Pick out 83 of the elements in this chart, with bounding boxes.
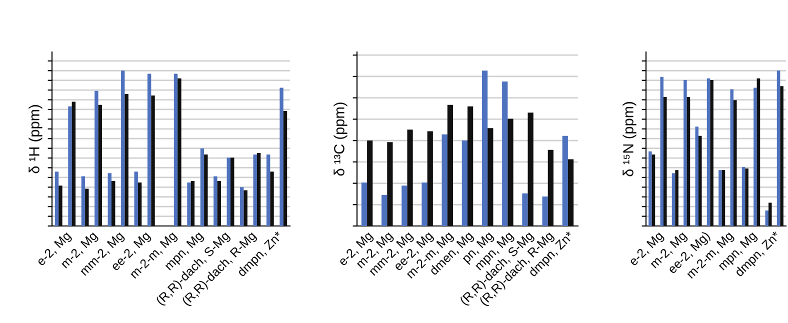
- bar: [244, 190, 248, 226]
- bar: [81, 176, 86, 226]
- y-axis-title: δ ¹H (ppm): [28, 105, 42, 174]
- bar: [387, 142, 393, 226]
- bar: [664, 97, 667, 226]
- bar: [253, 154, 257, 226]
- bar: [361, 182, 368, 226]
- bar: [468, 106, 474, 226]
- bar: [270, 172, 274, 226]
- bar: [706, 78, 710, 226]
- bar: [98, 104, 102, 226]
- bar: [134, 172, 138, 226]
- bar: [522, 193, 528, 226]
- bar: [151, 96, 155, 226]
- bar: [528, 112, 534, 226]
- bar: [112, 180, 116, 226]
- bar: [187, 182, 191, 226]
- bar: [675, 170, 678, 226]
- bar: [776, 70, 780, 226]
- bar: [488, 128, 494, 226]
- bar: [710, 80, 714, 226]
- bar: [462, 140, 468, 226]
- bar: [568, 159, 574, 226]
- bar: [204, 154, 208, 226]
- bar: [742, 166, 746, 226]
- bar: [652, 154, 656, 226]
- bar: [780, 86, 784, 226]
- bar: [718, 170, 722, 226]
- bar: [422, 182, 428, 226]
- bar: [768, 202, 772, 226]
- bar: [121, 70, 125, 226]
- bar: [447, 104, 454, 226]
- bar: [147, 74, 152, 226]
- bar: [442, 134, 448, 226]
- bar: [648, 151, 652, 226]
- bar: [734, 100, 737, 226]
- bar: [85, 188, 89, 226]
- bar: [698, 136, 702, 226]
- bar: [382, 194, 388, 226]
- bar: [266, 154, 270, 226]
- bar: [200, 148, 204, 226]
- y-axis-title: δ ¹⁵N (ppm): [622, 102, 636, 176]
- bar: [754, 88, 757, 226]
- bar: [402, 186, 408, 226]
- y-axis-title: δ ¹³C (ppm): [334, 102, 348, 176]
- bar: [722, 170, 726, 226]
- bar: [407, 130, 413, 226]
- bar: [686, 97, 690, 226]
- bar: [58, 186, 62, 226]
- bar: [94, 90, 98, 226]
- bar: [684, 80, 687, 226]
- bar: [427, 131, 433, 226]
- bar: [138, 182, 142, 226]
- bar: [280, 88, 284, 226]
- bar: [502, 82, 508, 226]
- bar: [482, 70, 488, 226]
- bar: [672, 173, 676, 226]
- bar: [178, 78, 182, 226]
- bar: [54, 172, 59, 226]
- bar: [283, 111, 288, 226]
- bar: [367, 140, 373, 226]
- bar: [660, 76, 664, 226]
- bar: [124, 94, 128, 226]
- bar: [174, 74, 178, 226]
- bar: [217, 180, 221, 226]
- bar: [214, 176, 218, 226]
- bar: [756, 78, 760, 226]
- bar: [256, 152, 261, 226]
- bar: [226, 158, 230, 226]
- bar: [68, 106, 72, 226]
- bar: [745, 168, 748, 226]
- bar: [548, 150, 554, 226]
- bar: [240, 187, 244, 226]
- bar: [765, 210, 768, 226]
- bar: [508, 118, 514, 226]
- bar: [695, 126, 698, 226]
- bar: [190, 180, 195, 226]
- bar: [730, 89, 734, 226]
- bar: [108, 173, 112, 226]
- bar: [230, 158, 234, 226]
- bar: [542, 196, 548, 226]
- bar: [562, 136, 568, 226]
- bar: [72, 102, 76, 226]
